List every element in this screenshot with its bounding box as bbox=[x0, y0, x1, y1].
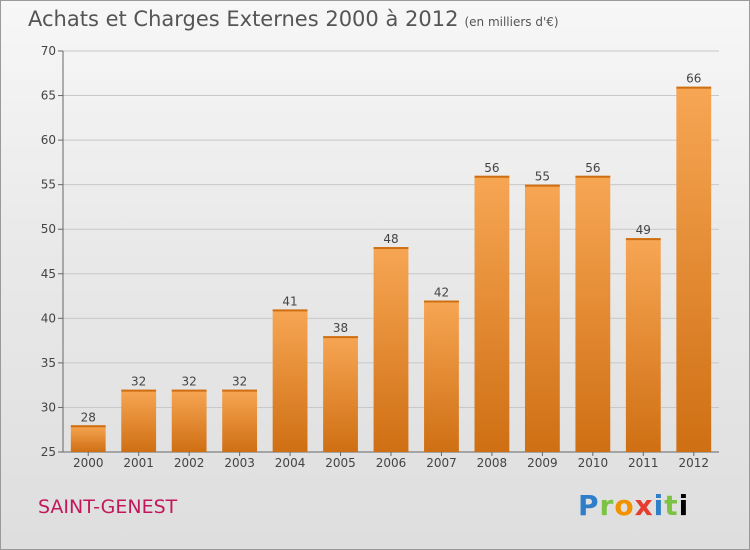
data-label: 41 bbox=[282, 294, 297, 308]
bar-top-edge bbox=[524, 184, 560, 187]
bar-top-edge bbox=[424, 300, 459, 303]
bar-top-edge bbox=[575, 175, 611, 178]
chart-title: Achats et Charges Externes 2000 à 2012 (e… bbox=[28, 7, 559, 31]
data-label: 66 bbox=[686, 72, 701, 86]
brand-logo: Proxiti bbox=[578, 489, 689, 522]
bars bbox=[70, 86, 712, 453]
data-label: 32 bbox=[232, 375, 247, 389]
bar-top-edge bbox=[676, 86, 712, 89]
x-tick-label: 2001 bbox=[123, 456, 154, 470]
x-tick-label: 2011 bbox=[628, 456, 659, 470]
y-tick-label: 25 bbox=[41, 445, 56, 459]
x-tick-label: 2010 bbox=[578, 456, 609, 470]
bar bbox=[373, 247, 409, 452]
brand-letter: i bbox=[678, 489, 690, 522]
data-label: 48 bbox=[383, 232, 398, 246]
x-tick-label: 2008 bbox=[477, 456, 508, 470]
brand-letter: r bbox=[599, 489, 615, 522]
bar bbox=[676, 86, 712, 453]
data-label: 56 bbox=[585, 161, 600, 175]
y-tick-labels: 25 30 35 40 45 50 55 60 65 70 bbox=[41, 44, 56, 459]
y-tick-label: 35 bbox=[41, 356, 56, 370]
bar bbox=[424, 300, 459, 452]
x-tick-label: 2007 bbox=[426, 456, 457, 470]
y-tick-label: 70 bbox=[41, 44, 56, 58]
bar-top-edge bbox=[222, 389, 258, 392]
bar bbox=[524, 184, 560, 452]
data-label: 28 bbox=[81, 410, 96, 424]
x-tick-labels: 2000 2001 2002 2003 2004 2005 2006 2007 2008 2009… bbox=[73, 452, 709, 470]
data-label: 38 bbox=[333, 321, 348, 335]
x-tick-label: 2002 bbox=[174, 456, 205, 470]
data-label: 55 bbox=[535, 170, 550, 184]
y-tick-label: 30 bbox=[41, 400, 56, 414]
bar bbox=[222, 389, 258, 452]
bar bbox=[171, 389, 207, 452]
bar-top-edge bbox=[625, 238, 661, 241]
brand-letter: o bbox=[614, 489, 635, 522]
data-label: 32 bbox=[182, 375, 197, 389]
y-tick-label: 60 bbox=[41, 133, 56, 147]
data-label: 49 bbox=[636, 223, 651, 237]
brand-letter: t bbox=[664, 489, 679, 522]
location-label: SAINT-GENEST bbox=[38, 496, 178, 518]
brand-letter: P bbox=[578, 489, 600, 522]
bar-top-edge bbox=[272, 309, 308, 312]
bar bbox=[121, 389, 157, 452]
data-label: 32 bbox=[131, 375, 146, 389]
y-tick-label: 50 bbox=[41, 222, 56, 236]
x-tick-label: 2000 bbox=[73, 456, 104, 470]
bar bbox=[323, 336, 358, 452]
y-tick-label: 45 bbox=[41, 267, 56, 281]
data-labels: 28 32 32 32 41 38 48 42 56 55 56 49 66 bbox=[81, 72, 702, 425]
bar bbox=[70, 425, 106, 452]
bar-top-edge bbox=[70, 425, 106, 428]
x-tick-label: 2003 bbox=[224, 456, 255, 470]
y-tick-label: 55 bbox=[41, 178, 56, 192]
chart-title-text: Achats et Charges Externes 2000 à 2012 bbox=[28, 7, 459, 31]
bar-top-edge bbox=[323, 336, 358, 339]
data-label: 42 bbox=[434, 286, 449, 300]
bar bbox=[575, 175, 611, 452]
brand-letter: i bbox=[653, 489, 665, 522]
bar bbox=[625, 238, 661, 452]
bar bbox=[272, 309, 308, 452]
data-label: 56 bbox=[484, 161, 499, 175]
bar-top-edge bbox=[171, 389, 207, 392]
x-tick-label: 2005 bbox=[325, 456, 356, 470]
x-tick-label: 2012 bbox=[678, 456, 709, 470]
x-tick-label: 2009 bbox=[527, 456, 558, 470]
bar-top-edge bbox=[474, 175, 510, 178]
y-tick-label: 40 bbox=[41, 311, 56, 325]
chart-subtitle: (en milliers d'€) bbox=[464, 15, 559, 29]
brand-letter: x bbox=[634, 489, 654, 522]
bar-top-edge bbox=[121, 389, 157, 392]
y-tick-label: 65 bbox=[41, 89, 56, 103]
bar-top-edge bbox=[373, 247, 409, 250]
bar bbox=[474, 175, 510, 452]
x-tick-label: 2004 bbox=[275, 456, 306, 470]
x-tick-label: 2006 bbox=[376, 456, 407, 470]
